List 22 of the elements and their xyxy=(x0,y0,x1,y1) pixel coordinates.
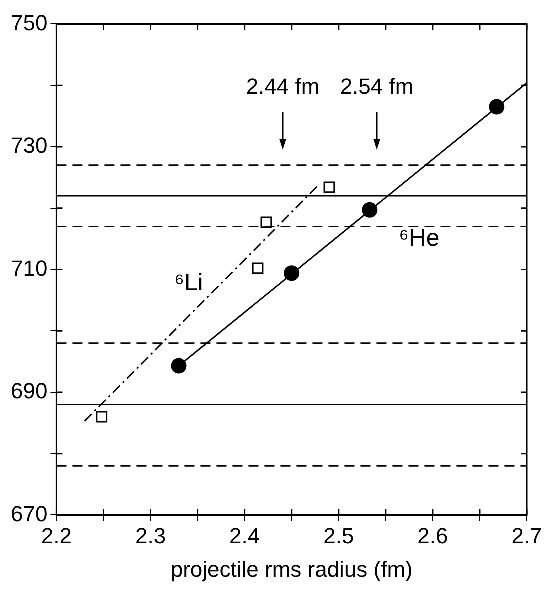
point xyxy=(252,262,264,274)
x-tick-label: 2.3 xyxy=(135,523,166,548)
x-tick-label: 2.7 xyxy=(512,523,542,548)
y-tick-label: 710 xyxy=(10,256,48,281)
text: ⁶Li xyxy=(174,269,204,296)
annotation: 2.54 fm xyxy=(340,74,414,99)
point xyxy=(362,202,378,218)
annotation: 2.44 fm xyxy=(246,74,320,99)
x-tick-label: 2.6 xyxy=(418,523,448,548)
point xyxy=(171,358,187,374)
y-tick-label: 730 xyxy=(10,133,48,158)
x-tick-label: 2.4 xyxy=(230,523,260,548)
x-tick-label: 2.5 xyxy=(324,523,354,548)
point xyxy=(284,266,300,282)
point xyxy=(324,182,336,194)
point xyxy=(260,216,272,228)
series-label: ⁶He xyxy=(399,224,440,252)
point xyxy=(96,411,108,423)
point xyxy=(489,99,505,115)
y-tick-label: 750 xyxy=(10,10,48,36)
y-tick-label: 690 xyxy=(10,378,48,404)
x-axis-title: projectile rms radius (fm) xyxy=(170,556,413,582)
